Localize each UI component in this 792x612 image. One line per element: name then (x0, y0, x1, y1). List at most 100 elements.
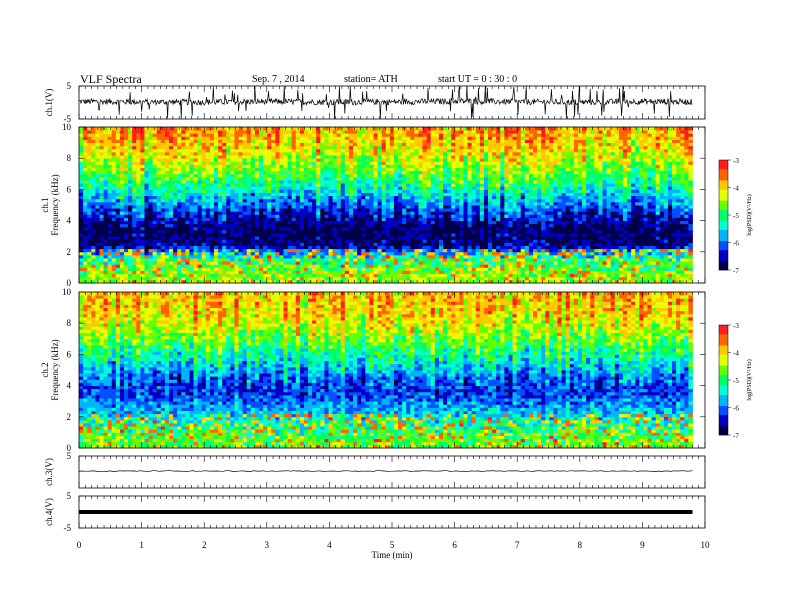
spectrogram-cell (222, 273, 227, 278)
spectrogram-cell (496, 214, 501, 218)
spectrogram-cell (222, 183, 227, 187)
spectrogram-cell (594, 201, 599, 206)
spectrogram-cell (614, 239, 620, 243)
spectrogram-cell (651, 270, 657, 275)
spectrogram-cell (103, 195, 109, 200)
spectrogram-cell (389, 242, 395, 246)
spectrogram-cell (271, 208, 276, 212)
spectrogram-cell (119, 208, 125, 212)
spectrogram-cell (402, 214, 407, 218)
spectrogram-cell (168, 270, 174, 275)
spectrogram-cell (508, 189, 513, 193)
spectrogram-cell (213, 223, 219, 228)
spectrogram-cell (516, 273, 522, 278)
spectrogram-cell (663, 198, 669, 203)
spectrogram-cell (398, 192, 403, 197)
spectrogram-cell (348, 192, 354, 197)
spectrogram-cell (647, 261, 652, 265)
spectrogram-cell (164, 226, 170, 231)
spectrogram-cell (365, 208, 370, 212)
spectrogram-cell (471, 242, 477, 246)
spectrogram-cell (242, 198, 248, 203)
spectrogram-cell (418, 211, 423, 215)
spectrogram-cell (377, 279, 383, 284)
spectrogram-cell (185, 276, 190, 281)
spectrogram-cell (627, 258, 632, 262)
spectrogram-cell (422, 279, 428, 284)
spectrogram-cell (496, 189, 501, 193)
spectrogram-cell (561, 211, 567, 215)
spectrogram-cell (312, 217, 317, 221)
spectrogram-cell (193, 242, 199, 246)
spectrogram-cell (275, 226, 280, 231)
spectrogram-cell (500, 192, 505, 197)
spectrogram-cell (483, 254, 489, 259)
spectrogram-cell (565, 192, 571, 197)
spectrogram-cell (594, 189, 599, 193)
spectrogram-cell (242, 211, 248, 215)
spectrogram-cell (524, 211, 530, 215)
spectrogram-cell (95, 239, 100, 243)
spectrogram-cell (528, 192, 534, 197)
spectrogram-cell (344, 270, 350, 275)
spectrogram-cell (573, 195, 579, 200)
spectrogram-cell (193, 233, 199, 237)
spectrogram-cell (303, 220, 309, 225)
spectrogram-cell (201, 195, 207, 200)
spectrogram-cell (181, 223, 186, 228)
spectrogram-cell (83, 223, 88, 228)
spectrogram-cell (209, 220, 215, 225)
spectrogram-cell (655, 229, 661, 234)
spectrogram-cell (663, 273, 669, 278)
spectrogram-cell (688, 251, 693, 256)
spectrogram-cell (303, 251, 309, 256)
spectrogram-cell (303, 192, 309, 197)
spectrogram-cell (385, 273, 391, 278)
spectrogram-cell (87, 261, 92, 265)
spectrogram-cell (287, 267, 293, 271)
spectrogram-cell (238, 279, 243, 284)
spectrogram-cell (242, 186, 248, 190)
spectrogram-cell (128, 273, 133, 278)
spectrogram-cell (582, 258, 587, 262)
spectrogram-cell (467, 226, 473, 231)
spectrogram-cell (676, 211, 681, 215)
spectrogram-cell (91, 276, 96, 281)
spectrogram-cell (622, 251, 628, 256)
spectrogram-cell (549, 217, 554, 221)
spectrogram-cell (680, 195, 685, 200)
spectrogram-cell (111, 270, 117, 275)
spectrogram-cell (410, 195, 415, 200)
spectrogram-cell (594, 261, 599, 265)
spectrogram-cell (524, 251, 530, 256)
spectrogram-cell (353, 186, 358, 190)
spectrogram-cell (119, 186, 125, 190)
spectrogram-cell (308, 279, 313, 284)
spectrogram-cell (479, 248, 485, 253)
spectrogram-cell (676, 264, 681, 268)
spectrogram-cell (512, 254, 518, 259)
spectrogram-cell (295, 233, 301, 237)
spectrogram-cell (414, 279, 419, 284)
spectrogram-cell (573, 254, 579, 259)
spectrogram-cell (258, 201, 264, 206)
spectrogram-cell (594, 251, 599, 256)
spectrogram-cell (115, 229, 121, 234)
spectrogram-cell (606, 189, 612, 193)
spectrogram-cell (504, 248, 509, 253)
spectrogram-cell (438, 214, 444, 218)
spectrogram-cell (267, 258, 272, 262)
spectrogram-cell (250, 270, 256, 275)
spectrogram-cell (156, 233, 162, 237)
spectrogram-cell (622, 267, 628, 271)
spectrogram-cell (213, 217, 219, 221)
spectrogram-cell (312, 211, 317, 215)
spectrogram-cell (238, 201, 243, 206)
spectrogram-cell (561, 198, 567, 203)
spectrogram-cell (618, 239, 624, 243)
spectrogram-cell (627, 201, 632, 206)
spectrogram-cell (516, 198, 522, 203)
spectrogram-cell (406, 273, 411, 278)
spectrogram-cell (238, 236, 243, 240)
spectrogram-cell (291, 192, 297, 197)
